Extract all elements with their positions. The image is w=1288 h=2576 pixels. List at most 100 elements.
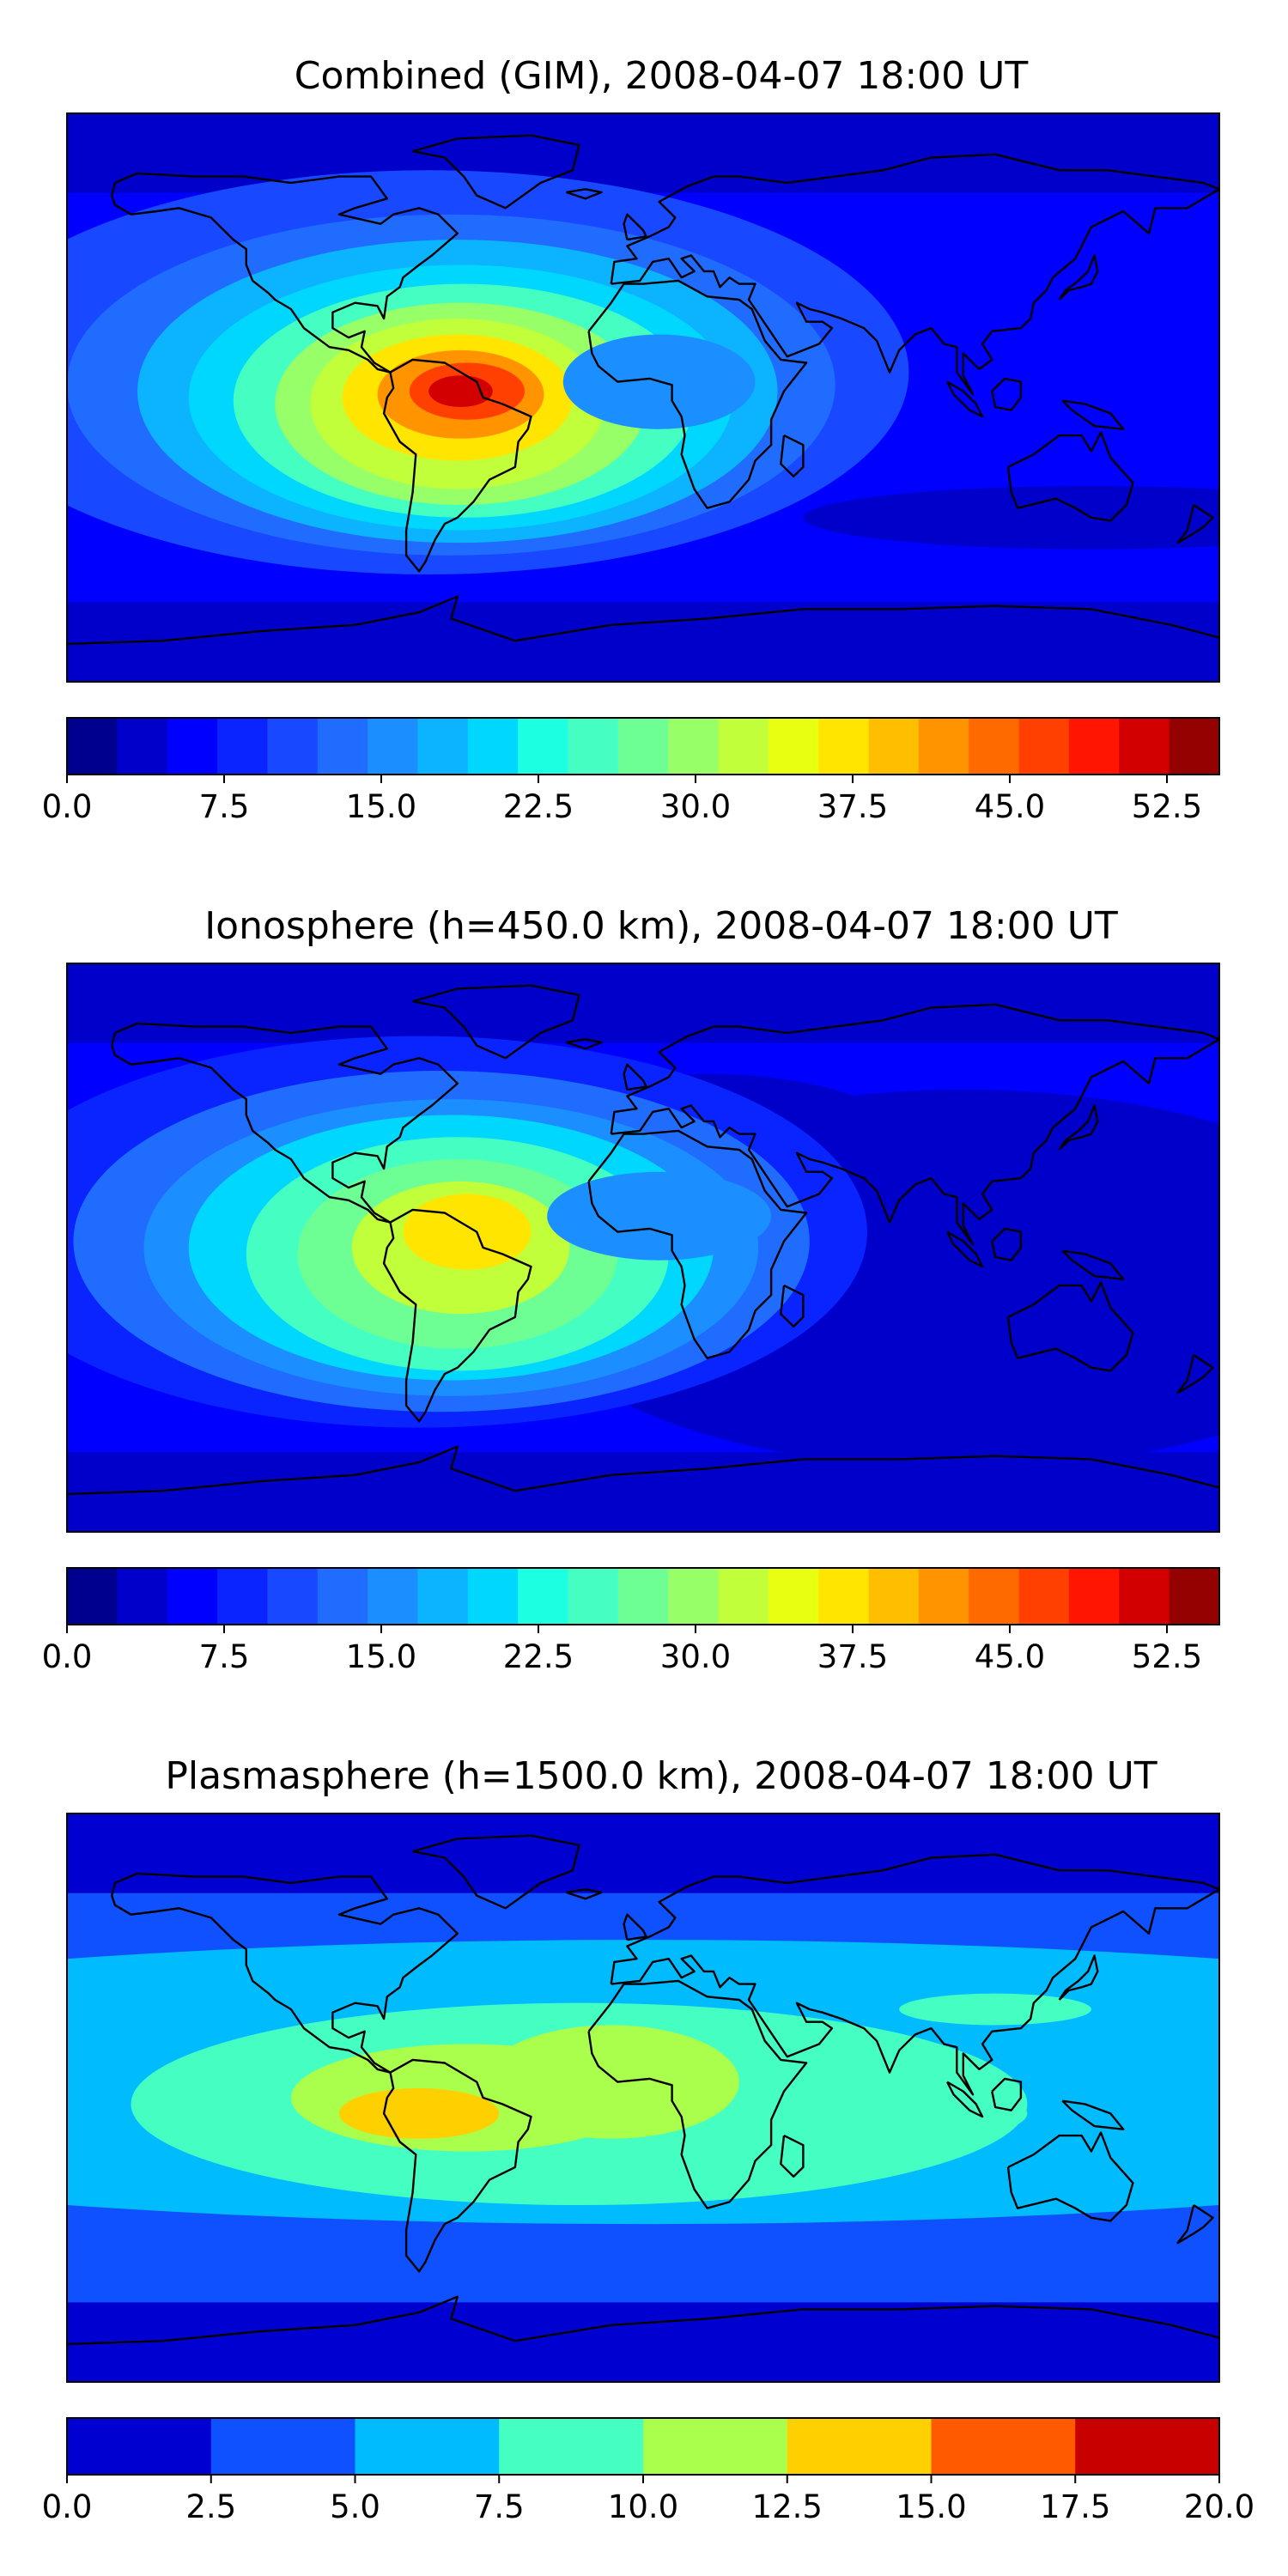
- coastline: [946, 1230, 984, 1268]
- colorbar-segment: [467, 718, 519, 775]
- colorbar-tick-label: 52.5: [1132, 1638, 1202, 1675]
- coastline: [566, 188, 603, 200]
- colorbar-segment: [417, 1568, 469, 1625]
- coastline: [1006, 1281, 1134, 1372]
- coastline: [587, 1129, 808, 1359]
- colorbar-segment: [317, 1568, 368, 1625]
- coastline: [111, 1872, 459, 2074]
- map-heatmap: [66, 963, 1220, 1533]
- colorbar-segment: [668, 718, 720, 775]
- coastline: [1061, 1249, 1125, 1280]
- colorbar-segment: [1018, 1568, 1070, 1625]
- coastline: [610, 153, 1219, 396]
- colorbar-segment: [643, 2418, 788, 2475]
- colorbar-segment: [67, 1568, 118, 1625]
- colorbar-tick-label: 22.5: [503, 1638, 574, 1675]
- colorbar-segment: [969, 1568, 1020, 1625]
- coastline: [67, 595, 1219, 646]
- colorbar-segment: [210, 2418, 356, 2475]
- colorbar-segment: [355, 2418, 500, 2475]
- coastline: [780, 2135, 805, 2178]
- contour-region: [803, 485, 1219, 550]
- coastline: [566, 1888, 603, 1900]
- colorbar-tick-label: 0.0: [42, 2488, 93, 2525]
- coastline: [1006, 2131, 1134, 2222]
- colorbar-segment: [668, 1568, 720, 1625]
- colorbar-tick-label: 7.5: [199, 788, 250, 825]
- contour-band: [67, 113, 1219, 193]
- coastline: [991, 377, 1023, 411]
- coastline: [382, 2058, 532, 2273]
- coastline: [1058, 1954, 1099, 2001]
- coastline: [566, 1038, 603, 1050]
- coastline: [946, 380, 984, 418]
- colorbar-segment: [1018, 718, 1070, 775]
- colorbar-segment: [718, 1568, 769, 1625]
- colorbar-segment: [317, 718, 368, 775]
- coastline: [587, 1979, 808, 2209]
- colorbar-segment: [117, 718, 168, 775]
- panel-ionosphere: Ionosphere (h=450.0 km), 2008-04-07 18:0…: [42, 904, 1220, 1675]
- coastline: [780, 1285, 805, 1328]
- colorbar-segment: [518, 718, 569, 775]
- colorbar-tick-label: 15.0: [346, 1638, 416, 1675]
- map-frame: [66, 112, 1220, 683]
- coastline: [1058, 254, 1099, 301]
- coastline: [1006, 431, 1134, 522]
- colorbar-segment: [1119, 718, 1170, 775]
- colorbar-segment: [67, 718, 118, 775]
- panel-combined: Combined (GIM), 2008-04-07 18:00 UT 0.0 7…: [42, 54, 1220, 825]
- coastline: [623, 213, 647, 241]
- coastline: [67, 2295, 1219, 2346]
- coastline: [991, 1227, 1023, 1261]
- coastline: [1176, 2204, 1214, 2245]
- colorbar-tick-label: 15.0: [896, 2488, 966, 2525]
- colorbar-tick-label: 37.5: [817, 1638, 888, 1675]
- coastline: [623, 1913, 647, 1941]
- colorbar-segment: [518, 1568, 569, 1625]
- colorbar-segment: [617, 1568, 669, 1625]
- colorbar-segment: [918, 718, 969, 775]
- coastline: [1061, 399, 1125, 430]
- colorbar-segment: [617, 718, 669, 775]
- colorbar-tick-label: 15.0: [346, 788, 416, 825]
- coastline: [780, 434, 805, 478]
- colorbar-segment: [117, 1568, 168, 1625]
- colorbar-tick-label: 20.0: [1184, 2488, 1255, 2525]
- colorbar-segment: [167, 1568, 218, 1625]
- coastline: [946, 2081, 984, 2118]
- coastline: [67, 1445, 1219, 1496]
- colorbar-segment: [868, 1568, 920, 1625]
- coastline: [991, 2077, 1023, 2111]
- colorbar-segment: [568, 718, 619, 775]
- coastline: [412, 134, 580, 210]
- colorbar-tick-label: 12.5: [752, 2488, 823, 2525]
- contour-region: [707, 2081, 1028, 2146]
- contour-band: [67, 602, 1219, 682]
- colorbar-segment: [217, 718, 268, 775]
- colorbar-segment: [368, 1568, 419, 1625]
- colorbar-segment: [568, 1568, 619, 1625]
- colorbar-segment: [167, 718, 218, 775]
- colorbar-tick-label: 5.0: [330, 2488, 380, 2525]
- contour-region: [338, 2087, 500, 2139]
- map-heatmap: [66, 112, 1220, 683]
- colorbar: 0.0 2.5 5.0 7.5 10.0 12.5 15.0 17.5 20.0: [42, 2417, 1255, 2525]
- colorbar-tick-label: 10.0: [608, 2488, 678, 2525]
- coastline: [111, 1022, 459, 1224]
- coastline: [111, 172, 459, 374]
- contour-region: [899, 1993, 1091, 2026]
- coastline: [382, 358, 532, 573]
- colorbar-segment: [768, 718, 819, 775]
- contour-band: [67, 963, 1219, 1043]
- colorbar-tick-label: 37.5: [817, 788, 888, 825]
- coastline: [1176, 1354, 1214, 1394]
- colorbar-segment: [818, 1568, 870, 1625]
- coastline: [587, 279, 808, 509]
- coastline: [1061, 2099, 1125, 2130]
- colorbar-segment: [868, 718, 920, 775]
- contour-band: [67, 1814, 1219, 1893]
- colorbar-frame: [66, 1567, 1220, 1625]
- contour-region: [547, 1171, 772, 1261]
